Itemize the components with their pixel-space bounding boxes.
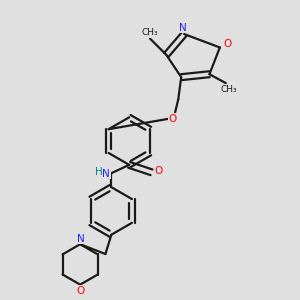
Text: CH₃: CH₃ xyxy=(141,28,158,37)
Text: CH₃: CH₃ xyxy=(220,85,237,94)
Text: O: O xyxy=(155,167,163,176)
Text: N: N xyxy=(102,169,110,179)
Text: O: O xyxy=(224,40,232,50)
Text: H: H xyxy=(95,167,103,177)
Text: N: N xyxy=(179,22,187,32)
Text: O: O xyxy=(169,114,177,124)
Text: N: N xyxy=(77,234,85,244)
Text: O: O xyxy=(76,286,84,296)
